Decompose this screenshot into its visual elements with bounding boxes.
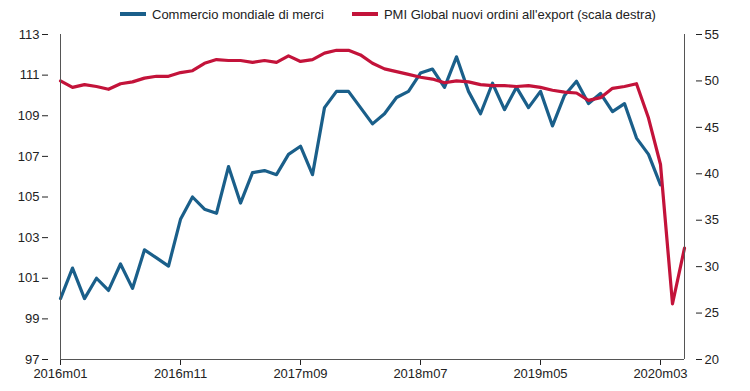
svg-text:97: 97: [25, 352, 39, 367]
svg-text:103: 103: [18, 230, 40, 245]
svg-text:2018m07: 2018m07: [393, 366, 447, 381]
svg-text:2016m11: 2016m11: [154, 366, 207, 381]
svg-text:30: 30: [705, 259, 719, 274]
html-text:Commercio mondiale di merci: Commercio mondiale di merci: [152, 6, 324, 22]
svg-text:105: 105: [18, 189, 40, 204]
svg-text:55: 55: [705, 27, 719, 42]
svg-text:25: 25: [705, 305, 719, 320]
svg-text:35: 35: [705, 212, 719, 227]
svg-text:40: 40: [705, 166, 719, 181]
svg-text:99: 99: [25, 311, 39, 326]
svg-text:101: 101: [18, 270, 40, 285]
html-text:PMI Global nuovi ordini all'ex: PMI Global nuovi ordini all'export (scal…: [384, 6, 656, 22]
svg-text:107: 107: [18, 149, 40, 164]
svg-text:113: 113: [19, 27, 40, 42]
svg-text:111: 111: [20, 67, 40, 82]
svg-text:2017m09: 2017m09: [273, 366, 327, 381]
svg-text:20: 20: [705, 352, 719, 367]
svg-text:50: 50: [705, 73, 719, 88]
svg-text:45: 45: [705, 120, 719, 135]
svg-text:109: 109: [18, 108, 40, 123]
svg-text:2019m05: 2019m05: [513, 366, 567, 381]
svg-text:2020m03: 2020m03: [633, 366, 687, 381]
svg-text:2016m01: 2016m01: [33, 366, 87, 381]
